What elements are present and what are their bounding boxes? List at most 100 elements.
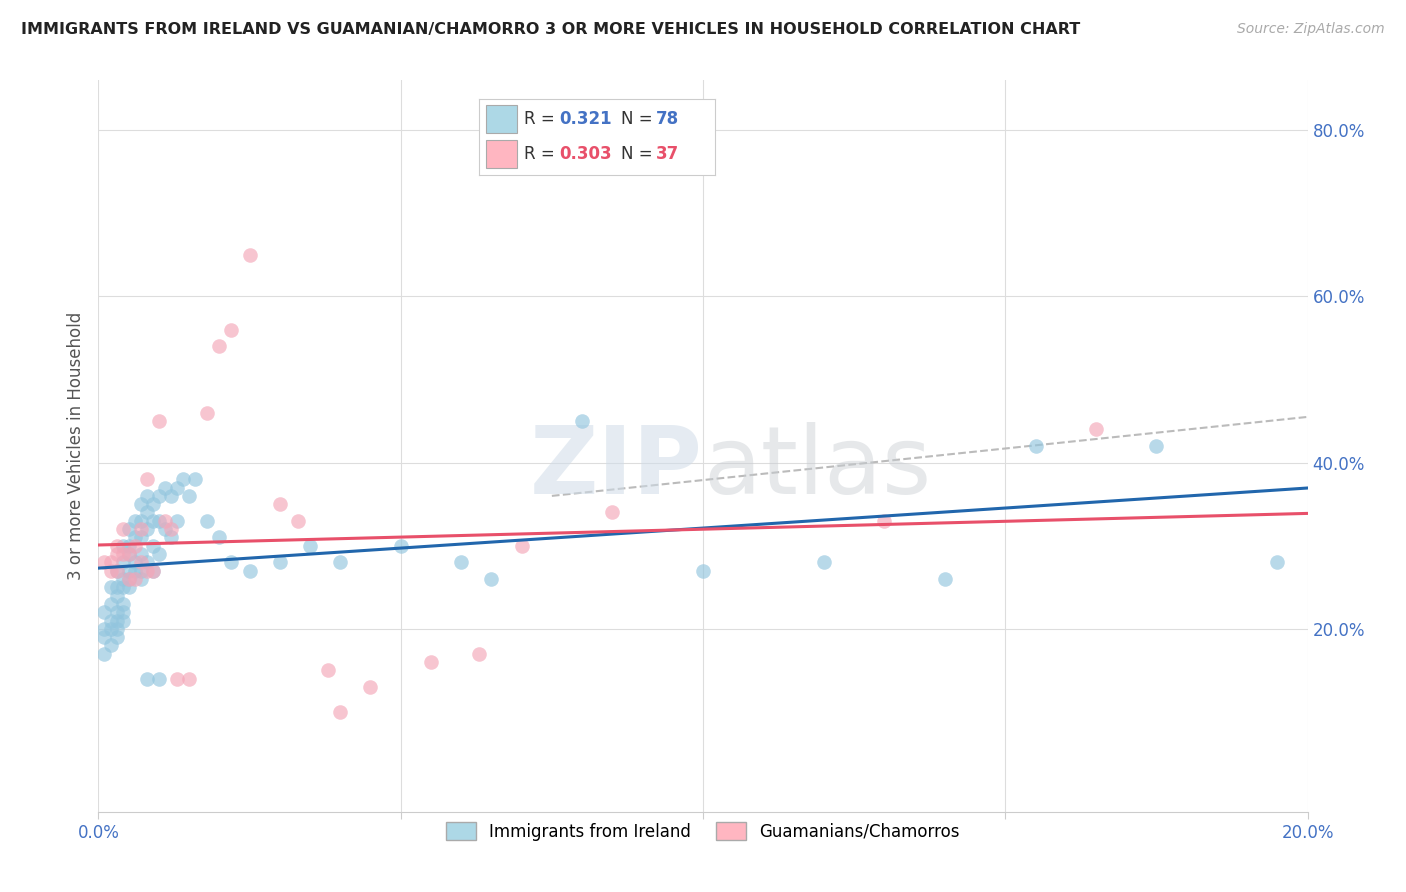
Point bbox=[299, 539, 322, 553]
Point bbox=[118, 564, 141, 578]
Point bbox=[118, 580, 141, 594]
Point bbox=[135, 489, 157, 503]
Point bbox=[934, 572, 956, 586]
Point bbox=[142, 497, 165, 511]
Point bbox=[1024, 439, 1046, 453]
Point bbox=[129, 564, 152, 578]
Point bbox=[481, 572, 503, 586]
Point bbox=[166, 672, 188, 686]
Point bbox=[692, 564, 714, 578]
Point bbox=[105, 547, 128, 561]
Point bbox=[148, 547, 170, 561]
Point bbox=[111, 547, 134, 561]
Point bbox=[184, 472, 207, 486]
Point bbox=[813, 555, 835, 569]
Point bbox=[129, 514, 152, 528]
Point bbox=[135, 672, 157, 686]
Point bbox=[118, 522, 141, 536]
Point bbox=[100, 555, 122, 569]
Point bbox=[129, 530, 152, 544]
Point bbox=[221, 323, 243, 337]
Text: IMMIGRANTS FROM IRELAND VS GUAMANIAN/CHAMORRO 3 OR MORE VEHICLES IN HOUSEHOLD CO: IMMIGRANTS FROM IRELAND VS GUAMANIAN/CHA… bbox=[21, 22, 1080, 37]
Point bbox=[142, 514, 165, 528]
Point bbox=[111, 572, 134, 586]
Point bbox=[111, 614, 134, 628]
Point bbox=[111, 597, 134, 611]
Point bbox=[105, 564, 128, 578]
Point bbox=[111, 522, 134, 536]
Point bbox=[135, 506, 157, 520]
Point bbox=[148, 672, 170, 686]
Point bbox=[160, 489, 183, 503]
Point bbox=[195, 514, 218, 528]
Point bbox=[93, 647, 115, 661]
Point bbox=[166, 514, 188, 528]
Point bbox=[124, 572, 146, 586]
Point bbox=[166, 481, 188, 495]
Point bbox=[124, 514, 146, 528]
Legend: Immigrants from Ireland, Guamanians/Chamorros: Immigrants from Ireland, Guamanians/Cham… bbox=[439, 816, 967, 847]
Point bbox=[100, 564, 122, 578]
Point bbox=[105, 564, 128, 578]
Point bbox=[389, 539, 412, 553]
Point bbox=[135, 522, 157, 536]
Point bbox=[153, 514, 176, 528]
Point bbox=[450, 555, 472, 569]
Point bbox=[100, 622, 122, 636]
Point bbox=[420, 655, 443, 669]
Point bbox=[153, 481, 176, 495]
Point bbox=[111, 580, 134, 594]
Point bbox=[93, 622, 115, 636]
Point bbox=[135, 564, 157, 578]
Point bbox=[100, 580, 122, 594]
Point bbox=[468, 647, 491, 661]
Point bbox=[142, 564, 165, 578]
Point bbox=[239, 564, 262, 578]
Point bbox=[129, 522, 152, 536]
Point bbox=[153, 522, 176, 536]
Point bbox=[873, 514, 896, 528]
Point bbox=[1085, 422, 1108, 436]
Point bbox=[148, 489, 170, 503]
Point bbox=[105, 580, 128, 594]
Y-axis label: 3 or more Vehicles in Household: 3 or more Vehicles in Household bbox=[66, 312, 84, 580]
Point bbox=[105, 614, 128, 628]
Point bbox=[124, 555, 146, 569]
Point bbox=[316, 664, 339, 678]
Point bbox=[111, 539, 134, 553]
Point bbox=[118, 547, 141, 561]
Point bbox=[105, 605, 128, 619]
Point bbox=[360, 680, 382, 694]
Point bbox=[179, 489, 201, 503]
Point bbox=[239, 248, 262, 262]
Point bbox=[93, 555, 115, 569]
Point bbox=[148, 514, 170, 528]
Point bbox=[100, 597, 122, 611]
Text: atlas: atlas bbox=[703, 422, 931, 514]
Point bbox=[124, 530, 146, 544]
Point bbox=[142, 564, 165, 578]
Point bbox=[118, 539, 141, 553]
Point bbox=[118, 572, 141, 586]
Point bbox=[129, 497, 152, 511]
Point bbox=[329, 555, 352, 569]
Point bbox=[129, 555, 152, 569]
Point bbox=[208, 530, 231, 544]
Point bbox=[100, 639, 122, 653]
Text: Source: ZipAtlas.com: Source: ZipAtlas.com bbox=[1237, 22, 1385, 37]
Point bbox=[124, 564, 146, 578]
Point bbox=[142, 539, 165, 553]
Point bbox=[111, 605, 134, 619]
Point bbox=[329, 705, 352, 719]
Point bbox=[93, 605, 115, 619]
Point bbox=[105, 539, 128, 553]
Point bbox=[160, 522, 183, 536]
Point bbox=[195, 406, 218, 420]
Text: ZIP: ZIP bbox=[530, 422, 703, 514]
Point bbox=[129, 547, 152, 561]
Point bbox=[129, 572, 152, 586]
Point bbox=[287, 514, 309, 528]
Point bbox=[111, 555, 134, 569]
Point bbox=[118, 547, 141, 561]
Point bbox=[118, 572, 141, 586]
